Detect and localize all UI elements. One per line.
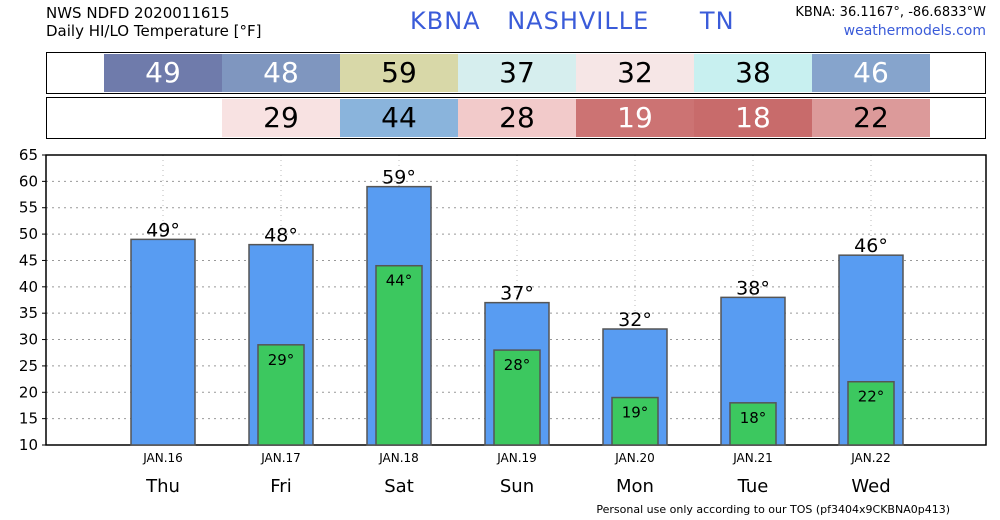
y-tick-label: 45 bbox=[19, 251, 38, 269]
low-temp-value-label: 28° bbox=[504, 356, 531, 374]
high-temp-cell: 49 bbox=[104, 54, 222, 92]
chart-header: NWS NDFD 2020011615 Daily HI/LO Temperat… bbox=[46, 4, 262, 40]
high-temp-bar bbox=[130, 238, 196, 446]
low-temp-cell: 19 bbox=[576, 99, 694, 137]
low-temp-cell: 28 bbox=[458, 99, 576, 137]
low-temp-cell: 29 bbox=[222, 99, 340, 137]
high-temp-value-label: 48° bbox=[264, 225, 298, 247]
high-temp-value-label: 32° bbox=[618, 309, 652, 331]
x-date-label: JAN.22 bbox=[850, 451, 891, 465]
low-temp-cell: 44 bbox=[340, 99, 458, 137]
high-temp-value-label: 38° bbox=[736, 277, 770, 299]
x-date-label: JAN.21 bbox=[732, 451, 773, 465]
station-coords: KBNA: 36.1167°, -86.6833°W bbox=[795, 5, 986, 20]
station-state: TN bbox=[699, 7, 735, 35]
x-date-label: JAN.17 bbox=[260, 451, 301, 465]
high-temp-value-label: 37° bbox=[500, 283, 534, 305]
x-weekday-label: Thu bbox=[145, 476, 180, 497]
low-temp-value-label: 29° bbox=[268, 351, 295, 369]
x-date-label: JAN.16 bbox=[142, 451, 183, 465]
high-temp-cell: 38 bbox=[694, 54, 812, 92]
y-tick-label: 20 bbox=[19, 383, 38, 401]
low-temp-value-label: 22° bbox=[858, 388, 885, 406]
y-tick-label: 15 bbox=[19, 410, 38, 428]
y-tick-label: 60 bbox=[19, 172, 38, 190]
x-weekday-label: Sat bbox=[384, 476, 414, 497]
low-temp-bar bbox=[493, 349, 541, 446]
x-weekday-label: Mon bbox=[616, 476, 654, 497]
low-temp-value-label: 18° bbox=[740, 409, 767, 427]
high-temp-band: 49 48 59 37 32 38 46 bbox=[46, 52, 986, 94]
station-code: KBNA bbox=[410, 7, 481, 35]
station-title: KBNA NASHVILLE TN bbox=[410, 7, 753, 35]
low-temp-bar bbox=[375, 264, 423, 446]
x-date-label: JAN.20 bbox=[614, 451, 655, 465]
low-temp-value-label: 44° bbox=[386, 272, 413, 290]
station-city: NASHVILLE bbox=[507, 7, 650, 35]
y-tick-label: 35 bbox=[19, 304, 38, 322]
y-tick-label: 10 bbox=[19, 436, 38, 454]
site-link[interactable]: weathermodels.com bbox=[843, 23, 986, 39]
y-tick-label: 40 bbox=[19, 278, 38, 296]
low-temp-bar bbox=[729, 402, 777, 446]
y-tick-label: 50 bbox=[19, 225, 38, 243]
x-weekday-label: Sun bbox=[500, 476, 534, 497]
x-weekday-label: Fri bbox=[270, 476, 291, 497]
high-temp-cell: 32 bbox=[576, 54, 694, 92]
low-temp-cell: 22 bbox=[812, 99, 930, 137]
footer-note: Personal use only according to our TOS (… bbox=[596, 503, 950, 516]
y-tick-label: 55 bbox=[19, 199, 38, 217]
low-temp-value-label: 19° bbox=[622, 404, 649, 422]
y-tick-label: 65 bbox=[19, 146, 38, 164]
high-temp-cell: 37 bbox=[458, 54, 576, 92]
high-temp-value-label: 46° bbox=[854, 235, 888, 257]
low-temp-bar bbox=[611, 396, 659, 446]
high-temp-cell: 46 bbox=[812, 54, 930, 92]
station-info: KBNA: 36.1167°, -86.6833°W weathermodels… bbox=[795, 4, 986, 40]
low-temp-band: 29 44 28 19 18 22 bbox=[46, 97, 986, 139]
x-weekday-label: Tue bbox=[737, 476, 769, 497]
low-temp-cell bbox=[104, 99, 222, 137]
x-weekday-label: Wed bbox=[851, 476, 890, 497]
low-temp-bar bbox=[257, 344, 305, 446]
x-date-label: JAN.19 bbox=[496, 451, 537, 465]
high-temp-value-label: 49° bbox=[146, 219, 180, 241]
high-temp-cell: 59 bbox=[340, 54, 458, 92]
low-temp-bar bbox=[847, 380, 895, 446]
y-tick-label: 30 bbox=[19, 331, 38, 349]
y-tick-label: 25 bbox=[19, 357, 38, 375]
model-run-label: NWS NDFD 2020011615 bbox=[46, 4, 230, 22]
high-temp-value-label: 59° bbox=[382, 167, 416, 189]
product-label: Daily HI/LO Temperature [°F] bbox=[46, 22, 262, 40]
low-temp-cell: 18 bbox=[694, 99, 812, 137]
high-temp-cell: 48 bbox=[222, 54, 340, 92]
x-date-label: JAN.18 bbox=[378, 451, 419, 465]
